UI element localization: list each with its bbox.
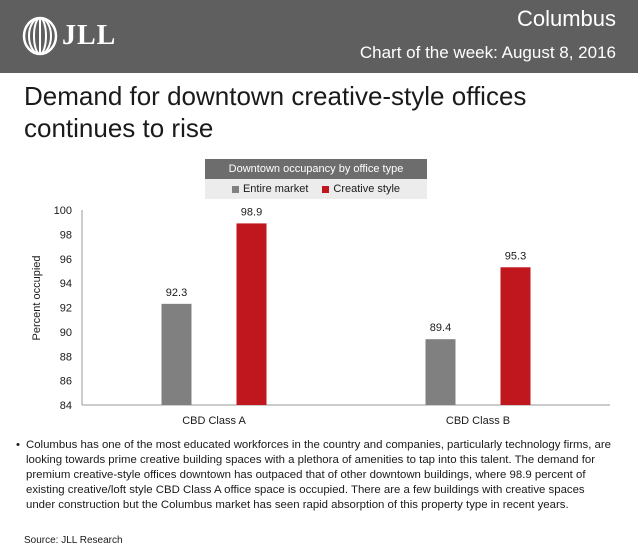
- x-tick-label: CBD Class B: [446, 415, 510, 427]
- jll-logo-mark-icon: [22, 16, 58, 56]
- bar-entire-market-cbd-class-b: [425, 339, 456, 405]
- legend-item-entire-market: Entire market: [231, 179, 309, 199]
- bar-creative-style-cbd-class-a: [236, 223, 267, 405]
- y-tick-label: 100: [54, 205, 72, 217]
- y-tick-label: 88: [60, 351, 72, 363]
- bar-value-label: 89.4: [430, 322, 451, 334]
- y-tick-label: 98: [60, 229, 72, 241]
- bar-value-label: 98.9: [241, 206, 262, 218]
- chart-of-week-subtitle: Chart of the week: August 8, 2016: [359, 43, 616, 62]
- x-axis-tick-labels: CBD Class A CBD Class B: [182, 415, 510, 427]
- legend-label-creative-style: Creative style: [333, 183, 401, 195]
- page-headline: Demand for downtown creative-style offic…: [24, 81, 527, 143]
- legend-row: Entire market Creative style: [205, 179, 427, 199]
- occupancy-bar-chart: 84 86 88 90 92 94 96 98 100 Percent occupied 92.…: [31, 205, 610, 427]
- bar-entire-market-cbd-class-a: [161, 303, 192, 405]
- bars-group: [161, 223, 531, 405]
- commentary-bullet: • Columbus has one of the most educated …: [16, 438, 616, 513]
- source-note: Source: JLL Research: [24, 535, 123, 546]
- y-tick-label: 86: [60, 376, 72, 388]
- bar-data-labels: 92.3 98.9 89.4 95.3: [166, 206, 526, 334]
- commentary-text: Columbus has one of the most educated wo…: [26, 439, 612, 511]
- y-tick-label: 92: [60, 303, 72, 315]
- y-tick-label: 96: [60, 254, 72, 266]
- jll-logo: JLL: [22, 16, 117, 56]
- bar-creative-style-cbd-class-b: [500, 267, 531, 405]
- y-tick-label: 84: [60, 400, 72, 412]
- legend-label-entire-market: Entire market: [242, 183, 309, 195]
- jll-logo-text: JLL: [62, 20, 117, 51]
- y-axis-ticks: 84 86 88 90 92 94 96 98 100: [54, 205, 72, 412]
- y-tick-label: 90: [60, 327, 72, 339]
- city-title: Columbus: [516, 6, 616, 31]
- legend-item-creative-style: Creative style: [322, 179, 400, 199]
- chart-legend: Downtown occupancy by office type Entire…: [205, 159, 427, 199]
- header-banner: JLL Columbus Chart of the week: August 8…: [0, 0, 638, 73]
- chart-title: Downtown occupancy by office type: [205, 159, 427, 179]
- y-axis-label: Percent occupied: [31, 256, 43, 341]
- bar-value-label: 95.3: [505, 250, 526, 262]
- y-tick-label: 94: [60, 278, 72, 290]
- x-tick-label: CBD Class A: [182, 415, 246, 427]
- legend-swatch-creative-style: [322, 185, 330, 193]
- legend-swatch-entire-market: [231, 185, 239, 193]
- bullet-mark: •: [16, 439, 20, 451]
- bar-value-label: 92.3: [166, 287, 187, 299]
